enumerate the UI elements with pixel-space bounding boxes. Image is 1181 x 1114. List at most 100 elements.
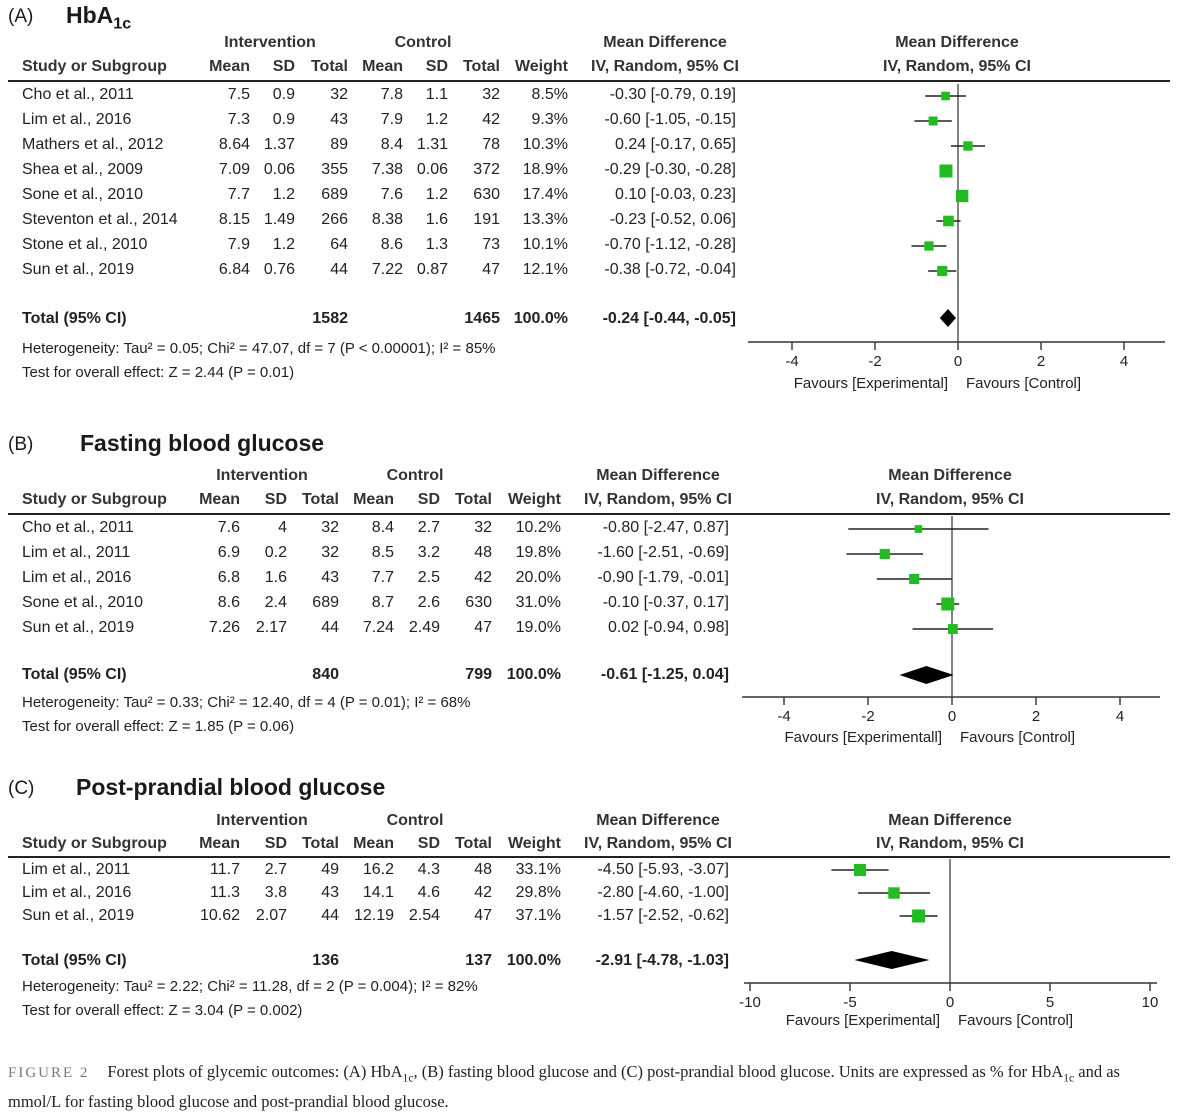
overall-effect: Test for overall effect: Z = 2.44 (P = 0… [22,364,295,381]
int-total: 689 [321,186,348,203]
favours-left-label: Favours [Experimental] [794,375,948,392]
ctl-total: 630 [473,186,500,203]
x-tick-label: -10 [739,994,761,1011]
col-study: Study or Subgroup [22,491,167,508]
x-tick-label: -4 [785,353,798,370]
ctl-sd: 1.3 [425,236,448,253]
col-ctl-sd: SD [417,491,440,508]
int-mean: 6.9 [217,544,240,561]
int-mean: 7.3 [227,111,250,128]
ctl-mean: 7.6 [380,186,403,203]
x-tick-label: 10 [1142,994,1159,1011]
effect-marker [947,624,958,634]
col-md: IV, Random, 95% CI [591,58,739,75]
mean-difference-ci: -0.90 [-1.79, -0.01] [597,569,729,586]
panel-label: (C) [8,778,35,799]
figure-label: FIGURE 2 [8,1065,90,1081]
caption-text-b: , (B) fasting blood glucose and (C) post… [413,1062,1064,1081]
effect-marker [924,241,934,251]
col-md: IV, Random, 95% CI [584,491,732,508]
int-sd: 1.37 [263,136,295,153]
int-mean: 6.84 [218,261,250,278]
x-tick-label: -4 [777,708,790,725]
study-name: Shea et al., 2009 [22,161,143,178]
int-sd: 2.4 [264,594,287,611]
panel-title: Fasting blood glucose [80,430,325,456]
col-ctl-sd: SD [425,58,448,75]
col-int-total: Total [310,58,348,75]
study-name: Sun et al., 2019 [22,619,135,636]
favours-left-label: Favours [Experimentall] [784,729,942,746]
int-sd: 2.07 [255,907,287,924]
caption-sub-1: 1c [402,1072,414,1085]
weight: 33.1% [515,861,561,878]
weight: 10.1% [522,236,568,253]
study-name: Lim et al., 2011 [22,861,131,878]
study-name: Sun et al., 2019 [22,261,135,278]
overall-effect: Test for overall effect: Z = 3.04 (P = 0… [22,1002,303,1019]
weight: 10.3% [522,136,568,153]
total-ci: -0.61 [-1.25, 0.04] [600,666,729,683]
effect-marker [912,909,926,923]
int-mean: 7.6 [217,519,240,536]
col-study: Study or Subgroup [22,835,167,852]
ctl-total: 630 [465,594,492,611]
group-intervention: Intervention [216,812,308,829]
int-sd: 0.9 [272,111,295,128]
x-tick-label: -5 [843,994,856,1011]
x-tick-label: -2 [868,353,881,370]
total-label: Total (95% CI) [22,310,127,327]
col-md: IV, Random, 95% CI [584,835,732,852]
heterogeneity: Heterogeneity: Tau² = 0.33; Chi² = 12.40… [22,694,471,711]
ctl-sd: 4.3 [417,861,440,878]
weight: 13.3% [522,211,568,228]
int-mean: 8.15 [218,211,250,228]
total-ci: -0.24 [-0.44, -0.05] [602,310,736,327]
weight: 18.9% [522,161,568,178]
int-mean: 11.7 [210,861,240,878]
total-int-n: 1582 [312,310,348,327]
col-int-sd: SD [264,835,287,852]
col-int-sd: SD [272,58,295,75]
ctl-total: 42 [474,884,492,901]
x-tick-label: 0 [946,994,954,1011]
total-weight: 100.0% [506,666,561,683]
col-int-mean: Mean [209,58,250,75]
ctl-sd: 2.7 [417,519,440,536]
col-ctl-total: Total [454,491,492,508]
mean-difference-ci: -0.30 [-0.79, 0.19] [609,86,736,103]
int-sd: 0.76 [263,261,295,278]
heterogeneity: Heterogeneity: Tau² = 0.05; Chi² = 47.07… [22,340,496,357]
int-mean: 8.6 [217,594,240,611]
int-mean: 8.64 [218,136,250,153]
effect-marker [941,91,950,101]
ctl-sd: 2.49 [408,619,440,636]
ctl-sd: 2.6 [417,594,440,611]
int-total: 689 [312,594,339,611]
favours-left-label: Favours [Experimental] [786,1012,940,1029]
plot-header-top: Mean Difference [895,34,1019,51]
col-int-mean: Mean [199,835,240,852]
study-name: Stone et al., 2010 [22,236,148,253]
panel-label: (B) [8,434,34,455]
int-total: 44 [321,907,339,924]
header-rule [8,80,1170,82]
col-ctl-total: Total [454,835,492,852]
md-header-top: Mean Difference [596,467,720,484]
col-ctl-mean: Mean [353,835,394,852]
pooled-diamond [939,309,956,327]
pooled-diamond [854,951,930,969]
mean-difference-ci: -4.50 [-5.93, -3.07] [597,861,729,878]
weight: 20.0% [515,569,561,586]
ctl-mean: 7.8 [380,86,403,103]
plot-header-bottom: IV, Random, 95% CI [883,58,1031,75]
int-mean: 10.62 [199,907,240,924]
md-header-top: Mean Difference [596,812,720,829]
panel-label: (A) [8,6,34,27]
weight: 8.5% [531,86,568,103]
panel-title: HbA1c [66,2,132,33]
int-sd: 1.6 [264,569,287,586]
study-name: Lim et al., 2016 [22,111,132,128]
mean-difference-ci: 0.10 [-0.03, 0.23] [615,186,736,203]
int-total: 49 [321,861,339,878]
